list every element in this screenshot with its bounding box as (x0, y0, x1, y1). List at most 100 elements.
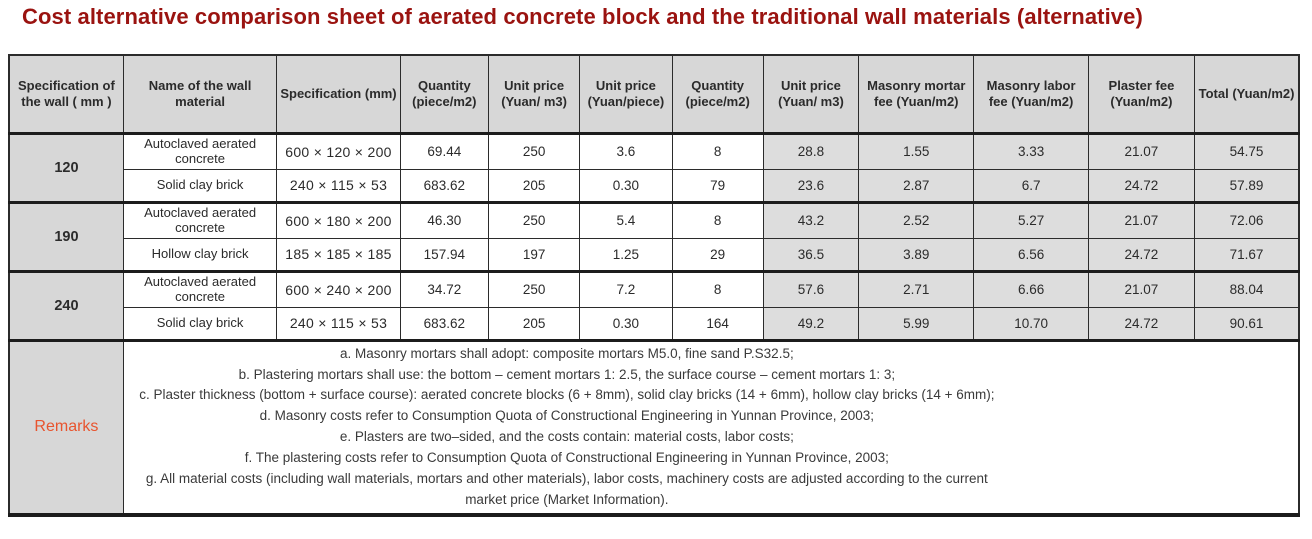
remark-line-d: d. Masonry costs refer to Consumption Qu… (259, 408, 875, 424)
col-header-masonry-labor-fee: Masonry labor fee (Yuan/m2) (973, 54, 1089, 135)
cell-quantity-1: 683.62 (399, 168, 489, 203)
cell-unit-price-m3-1: 250 (487, 269, 581, 308)
col-header-masonry-mortar-fee: Masonry mortar fee (Yuan/m2) (858, 54, 975, 135)
cell-total: 57.89 (1194, 168, 1300, 203)
cell-masonry-labor-fee: 6.56 (973, 237, 1089, 272)
cell-spec-mm: 240 × 115 × 53 (276, 306, 401, 341)
cell-material-name: Autoclaved aerated concrete (122, 269, 278, 308)
table-row: Solid clay brick 240 × 115 × 53 683.62 2… (9, 306, 1300, 341)
cell-unit-price-m3-1: 197 (487, 237, 581, 272)
cell-masonry-mortar-fee: 5.99 (858, 306, 975, 341)
cell-masonry-labor-fee: 5.27 (973, 200, 1089, 239)
col-header-total: Total (Yuan/m2) (1194, 54, 1300, 135)
cell-total: 54.75 (1194, 132, 1300, 170)
cell-material-name: Hollow clay brick (122, 237, 278, 272)
wall-spec-group-label: 120 (8, 132, 124, 203)
cell-unit-price-m3-2: 49.2 (762, 306, 860, 341)
table-row: Solid clay brick 240 × 115 × 53 683.62 2… (9, 168, 1300, 203)
cell-plaster-fee: 21.07 (1087, 269, 1196, 308)
cell-quantity-1: 157.94 (399, 237, 489, 272)
cell-unit-price-m3-2: 57.6 (762, 269, 860, 308)
col-header-plaster-fee: Plaster fee (Yuan/m2) (1087, 54, 1196, 135)
cell-spec-mm: 240 × 115 × 53 (276, 168, 401, 203)
cell-total: 88.04 (1194, 269, 1300, 308)
cell-plaster-fee: 21.07 (1087, 132, 1196, 170)
col-header-unit-price-m3-1: Unit price (Yuan/ m3) (487, 54, 581, 135)
cell-masonry-labor-fee: 6.7 (973, 168, 1089, 203)
cell-quantity-2: 8 (671, 132, 764, 170)
wall-spec-group-label: 240 (8, 269, 124, 341)
table-body: 120 Autoclaved aerated concrete 600 × 12… (8, 132, 1300, 516)
cell-unit-price-piece: 0.30 (579, 168, 673, 203)
cell-material-name: Solid clay brick (122, 306, 278, 341)
cell-total: 71.67 (1194, 237, 1300, 272)
cell-unit-price-piece: 1.25 (579, 237, 673, 272)
cell-spec-mm: 600 × 240 × 200 (276, 269, 401, 308)
col-header-unit-price-m3-2: Unit price (Yuan/ m3) (762, 54, 860, 135)
cell-material-name: Autoclaved aerated concrete (122, 132, 278, 170)
cell-masonry-labor-fee: 10.70 (973, 306, 1089, 341)
page-title: Cost alternative comparison sheet of aer… (22, 4, 1143, 29)
cell-quantity-2: 8 (671, 269, 764, 308)
remark-line-b: b. Plastering mortars shall use: the bot… (238, 366, 896, 382)
table-row: 240 Autoclaved aerated concrete 600 × 24… (8, 269, 1300, 341)
cell-plaster-fee: 21.07 (1087, 200, 1196, 239)
cell-unit-price-m3-1: 250 (487, 132, 581, 170)
cell-material-name: Autoclaved aerated concrete (122, 200, 278, 239)
col-header-spec-mm: Specification (mm) (276, 54, 401, 135)
cell-quantity-2: 79 (671, 168, 764, 203)
cell-quantity-1: 34.72 (399, 269, 489, 308)
wall-spec-group-label: 190 (8, 200, 124, 272)
cell-unit-price-m3-1: 205 (487, 306, 581, 341)
cell-unit-price-m3-2: 36.5 (762, 237, 860, 272)
col-header-wall-spec: Specification of the wall ( mm ) (8, 54, 124, 135)
cost-comparison-table: Specification of the wall ( mm ) Name of… (8, 54, 1300, 517)
table-header: Specification of the wall ( mm ) Name of… (8, 54, 1300, 135)
remark-line-c: c. Plaster thickness (bottom + surface c… (139, 387, 995, 403)
cell-spec-mm: 185 × 185 × 185 (276, 237, 401, 272)
remark-line-a: a. Masonry mortars shall adopt: composit… (339, 345, 794, 361)
remarks-content: a. Masonry mortars shall adopt: composit… (122, 338, 1300, 516)
cell-masonry-mortar-fee: 3.89 (858, 237, 975, 272)
cell-quantity-1: 683.62 (399, 306, 489, 341)
cell-unit-price-m3-1: 250 (487, 200, 581, 239)
table-row: 190 Autoclaved aerated concrete 600 × 18… (8, 200, 1300, 272)
cell-plaster-fee: 24.72 (1087, 168, 1196, 203)
header-row: Specification of the wall ( mm ) Name of… (8, 54, 1300, 135)
cell-plaster-fee: 24.72 (1087, 306, 1196, 341)
col-header-quantity-1: Quantity (piece/m2) (399, 54, 489, 135)
cell-masonry-labor-fee: 6.66 (973, 269, 1089, 308)
cell-unit-price-m3-1: 205 (487, 168, 581, 203)
remarks-row: Remarks a. Masonry mortars shall adopt: … (8, 338, 1300, 516)
cell-unit-price-piece: 7.2 (579, 269, 673, 308)
cell-unit-price-piece: 5.4 (579, 200, 673, 239)
cell-masonry-labor-fee: 3.33 (973, 132, 1089, 170)
remark-line-f: f. The plastering costs refer to Consump… (244, 450, 889, 466)
cell-quantity-1: 46.30 (399, 200, 489, 239)
cell-quantity-2: 164 (671, 306, 764, 341)
cell-unit-price-piece: 3.6 (579, 132, 673, 170)
cell-masonry-mortar-fee: 2.71 (858, 269, 975, 308)
cell-quantity-2: 8 (671, 200, 764, 239)
cell-total: 90.61 (1194, 306, 1300, 341)
cell-quantity-2: 29 (671, 237, 764, 272)
remark-line-g: g. All material costs (including wall ma… (145, 471, 988, 508)
cell-spec-mm: 600 × 120 × 200 (276, 132, 401, 170)
cell-plaster-fee: 24.72 (1087, 237, 1196, 272)
cell-unit-price-m3-2: 23.6 (762, 168, 860, 203)
cell-quantity-1: 69.44 (399, 132, 489, 170)
remark-line-e: e. Plasters are two–sided, and the costs… (339, 429, 794, 445)
cell-masonry-mortar-fee: 2.52 (858, 200, 975, 239)
cell-unit-price-piece: 0.30 (579, 306, 673, 341)
table-row: 120 Autoclaved aerated concrete 600 × 12… (8, 132, 1300, 203)
col-header-unit-price-piece: Unit price (Yuan/piece) (579, 54, 673, 135)
cell-spec-mm: 600 × 180 × 200 (276, 200, 401, 239)
cell-unit-price-m3-2: 43.2 (762, 200, 860, 239)
col-header-material-name: Name of the wall material (122, 54, 278, 135)
cell-material-name: Solid clay brick (122, 168, 278, 203)
cell-total: 72.06 (1194, 200, 1300, 239)
col-header-quantity-2: Quantity (piece/m2) (671, 54, 764, 135)
cell-masonry-mortar-fee: 2.87 (858, 168, 975, 203)
remarks-text-block: a. Masonry mortars shall adopt: composit… (127, 344, 1007, 511)
